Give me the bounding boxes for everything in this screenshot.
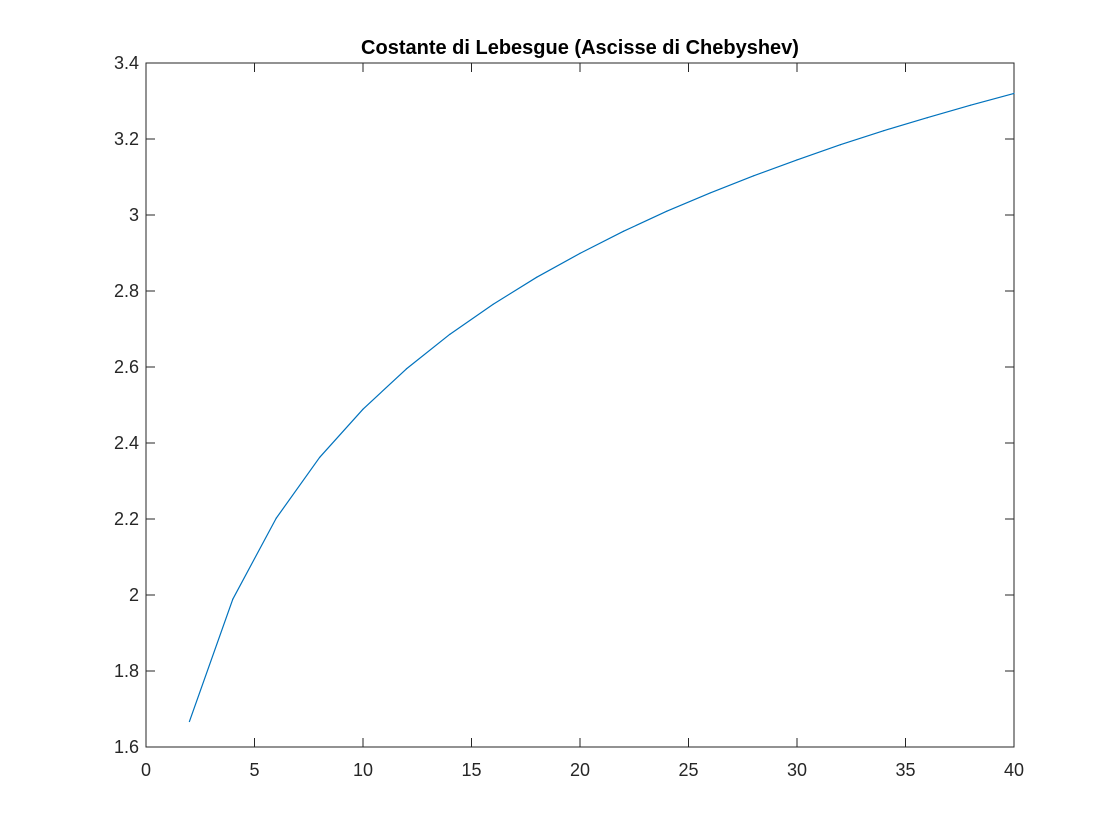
series-line-0 <box>188 92 1015 722</box>
data-point <box>709 192 711 194</box>
data-point <box>839 144 842 146</box>
data-point <box>666 210 668 212</box>
data-point <box>926 117 928 119</box>
x-tick-label: 35 <box>895 760 915 780</box>
data-point <box>405 368 407 370</box>
x-tick-label: 10 <box>353 760 373 780</box>
y-tick-label: 2.2 <box>114 509 139 529</box>
y-tick-label: 2 <box>129 585 139 605</box>
y-tick-label: 3.4 <box>114 53 139 73</box>
data-point <box>275 517 277 519</box>
data-point <box>753 175 755 177</box>
data-point <box>492 303 494 305</box>
data-point <box>579 252 581 254</box>
data-point <box>622 230 625 232</box>
y-tick-label: 1.8 <box>114 661 139 681</box>
data-point <box>449 333 451 335</box>
x-tick-label: 25 <box>678 760 698 780</box>
x-axis: 0 5 10 15 20 25 30 35 40 <box>141 63 1024 780</box>
y-tick-label: 2.8 <box>114 281 139 301</box>
x-tick-label: 5 <box>249 760 259 780</box>
data-point <box>1013 92 1015 94</box>
y-tick-label: 2.6 <box>114 357 139 377</box>
y-tick-label: 3 <box>129 205 139 225</box>
data-point <box>883 130 885 132</box>
y-tick-label: 3.2 <box>114 129 139 149</box>
x-tick-label: 0 <box>141 760 151 780</box>
data-point <box>796 159 798 161</box>
x-tick-label: 40 <box>1004 760 1024 780</box>
data-point <box>362 408 364 410</box>
y-tick-label: 2.4 <box>114 433 139 453</box>
x-tick-label: 15 <box>461 760 481 780</box>
data-point <box>188 720 190 723</box>
data-point <box>970 104 972 106</box>
y-axis: 1.6 1.8 2 2.2 2.4 2.6 2.8 3 3.2 3.4 <box>114 53 1014 757</box>
x-tick-label: 20 <box>570 760 590 780</box>
y-tick-label: 1.6 <box>114 737 139 757</box>
series-layer <box>188 92 1015 723</box>
x-tick-label: 30 <box>787 760 807 780</box>
chart-title: Costante di Lebesgue (Ascisse di Chebysh… <box>361 37 799 59</box>
data-point <box>232 598 234 600</box>
data-point <box>536 276 538 278</box>
data-point <box>319 456 321 459</box>
plot-area <box>145 62 1015 748</box>
